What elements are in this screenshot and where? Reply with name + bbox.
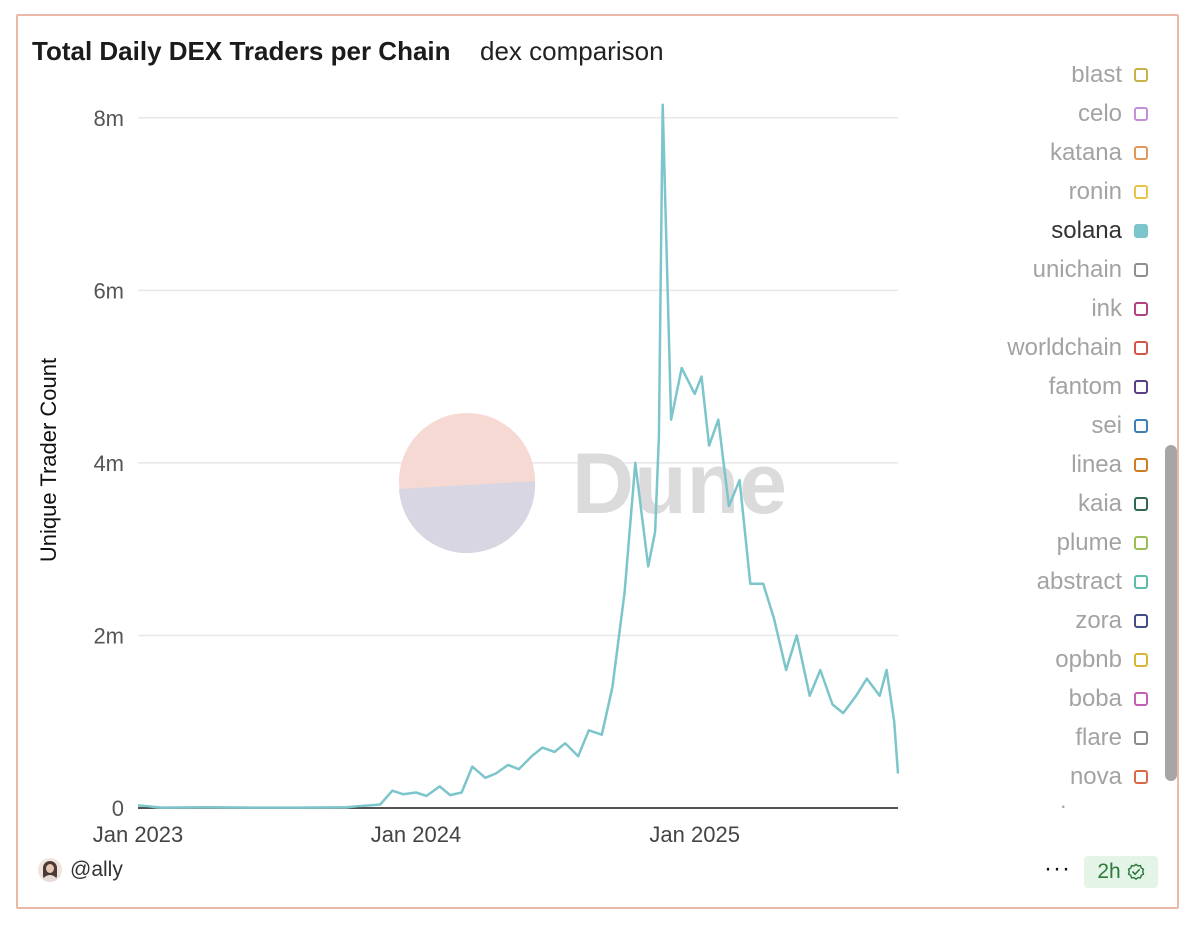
- check-badge-icon: [1127, 863, 1144, 880]
- legend-swatch: [1134, 458, 1148, 472]
- legend-item-plume[interactable]: plume: [1057, 528, 1148, 558]
- legend-swatch: [1134, 575, 1148, 589]
- legend-label: celo: [1077, 100, 1122, 127]
- legend-item-flare[interactable]: flare: [1075, 723, 1148, 753]
- legend-label: ronin: [1068, 178, 1122, 205]
- legend-swatch: [1134, 185, 1148, 199]
- legend-item-blast[interactable]: blast: [1071, 66, 1148, 90]
- legend-item-celo[interactable]: celo: [1078, 99, 1148, 129]
- legend-item-opbnb[interactable]: opbnb: [1055, 645, 1148, 675]
- y-tick-label: 2m: [93, 623, 124, 648]
- legend-item-worldchain[interactable]: worldchain: [1007, 333, 1148, 363]
- legend-label: kaia: [1077, 490, 1122, 517]
- legend-label: nova: [1069, 763, 1122, 790]
- legend-item-katana[interactable]: katana: [1050, 138, 1148, 168]
- legend-swatch: [1134, 692, 1148, 706]
- legend-swatch: [1134, 146, 1148, 160]
- legend-label: katana: [1049, 139, 1122, 166]
- dune-watermark: Dune: [399, 413, 787, 554]
- legend-item-linea[interactable]: linea: [1071, 450, 1148, 480]
- legend-swatch: [1134, 302, 1148, 316]
- legend-item-unichain[interactable]: unichain: [1033, 255, 1148, 285]
- grid-lines: [138, 117, 898, 637]
- y-tick-label: 4m: [93, 451, 124, 476]
- legend-label: fantom: [1048, 373, 1122, 400]
- series-line-solana: [137, 103, 900, 809]
- legend-item-fantom[interactable]: fantom: [1049, 372, 1148, 402]
- legend-swatch: [1134, 770, 1148, 784]
- legend-swatch: [1134, 341, 1148, 355]
- avatar: [38, 858, 62, 882]
- legend-swatch: [1134, 614, 1148, 628]
- legend-swatch: [1134, 497, 1148, 511]
- legend-label: zksync: [1049, 802, 1122, 808]
- legend-label: blast: [1071, 66, 1122, 88]
- legend: blast celo katana ronin solana unichain ink wor…: [950, 66, 1160, 808]
- legend-label: unichain: [1032, 256, 1122, 283]
- series-group: [137, 103, 900, 809]
- legend-swatch: [1134, 380, 1148, 394]
- legend-swatch: [1134, 419, 1148, 433]
- legend-swatch: [1134, 653, 1148, 667]
- x-tick-label: Jan 2025: [649, 822, 740, 847]
- legend-swatch: [1134, 536, 1148, 550]
- legend-label: opbnb: [1055, 646, 1122, 673]
- legend-item-solana[interactable]: solana: [1051, 216, 1148, 246]
- legend-label: worldchain: [1007, 334, 1122, 361]
- legend-swatch: [1134, 224, 1148, 238]
- legend-label: abstract: [1036, 568, 1122, 595]
- y-axis-label: Unique Trader Count: [36, 358, 61, 562]
- legend-label: sei: [1091, 412, 1122, 439]
- axes: 0 2m 4m 6m 8m Jan 2023 Jan 2024 Jan 2025: [93, 106, 898, 847]
- legend-scrollbar[interactable]: [1165, 445, 1177, 781]
- legend-item-zora[interactable]: zora: [1075, 606, 1148, 636]
- legend-label: solana: [1051, 217, 1122, 244]
- legend-label: boba: [1068, 685, 1122, 712]
- author[interactable]: @ally: [38, 858, 123, 882]
- legend-label: linea: [1071, 451, 1122, 478]
- y-tick-label: 6m: [93, 278, 124, 303]
- x-tick-label: Jan 2024: [371, 822, 462, 847]
- legend-item-sei[interactable]: sei: [1091, 411, 1148, 441]
- chart-subtitle: dex comparison: [480, 36, 664, 66]
- legend-item-ronin[interactable]: ronin: [1069, 177, 1148, 207]
- dune-logo-text: Dune: [572, 436, 787, 532]
- legend-item-nova[interactable]: nova: [1070, 762, 1148, 792]
- legend-swatch: [1134, 107, 1148, 121]
- legend-label: flare: [1075, 724, 1122, 751]
- author-name: @ally: [70, 858, 123, 881]
- legend-item-boba[interactable]: boba: [1069, 684, 1148, 714]
- chart-title: Total Daily DEX Traders per Chain: [32, 36, 451, 66]
- legend-item-abstract[interactable]: abstract: [1037, 567, 1148, 597]
- y-tick-label: 0: [112, 796, 124, 821]
- legend-swatch: [1134, 68, 1148, 82]
- freshness-text: 2h: [1097, 860, 1121, 883]
- freshness-badge: 2h: [1084, 856, 1158, 888]
- legend-swatch: [1134, 731, 1148, 745]
- legend-swatch: [1134, 263, 1148, 277]
- legend-item-zksync[interactable]: zksync: [1049, 801, 1148, 808]
- chart-card: [16, 14, 1179, 909]
- legend-label: plume: [1056, 529, 1122, 556]
- legend-label: ink: [1091, 295, 1122, 322]
- dune-logo-bottom: [399, 481, 536, 554]
- legend-item-ink[interactable]: ink: [1091, 294, 1148, 324]
- legend-label: zora: [1075, 607, 1122, 634]
- legend-item-kaia[interactable]: kaia: [1078, 489, 1148, 519]
- y-tick-label: 8m: [93, 106, 124, 131]
- x-tick-label: Jan 2023: [93, 822, 184, 847]
- more-options-button[interactable]: ···: [1044, 855, 1071, 882]
